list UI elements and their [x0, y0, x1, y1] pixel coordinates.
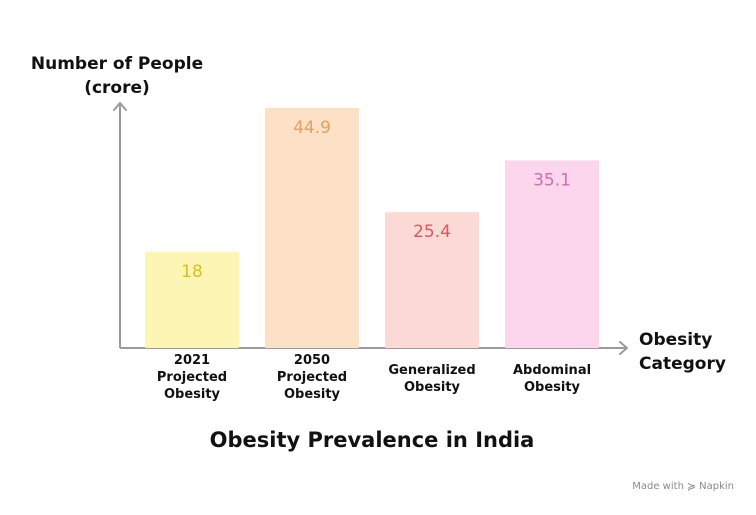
chart-title: Obesity Prevalence in India	[210, 428, 535, 452]
data-label: 25.4	[413, 222, 451, 242]
data-label: 44.9	[293, 118, 331, 138]
bar	[265, 108, 359, 348]
y-axis-arrow	[113, 102, 127, 111]
x-tick-label: Abdominal Obesity	[513, 363, 591, 395]
bar	[145, 251, 239, 348]
bars	[145, 108, 599, 348]
x-tick-label: Generalized Obesity	[388, 363, 475, 395]
napkin-icon: ≽	[686, 480, 697, 493]
bar	[385, 212, 479, 348]
napkin-brand: Napkin	[699, 481, 734, 492]
x-tick-label: 2021 Projected Obesity	[157, 353, 227, 402]
y-axis-label: Number of People (crore)	[31, 54, 203, 98]
value-labels: 18 44.9 25.4 35.1	[181, 118, 571, 282]
x-axis-label: Obesity Category	[639, 330, 726, 374]
bar	[505, 160, 599, 348]
made-with-text: Made with	[632, 481, 684, 492]
x-tick-labels: 2021 Projected Obesity 2050 Projected Obesity…	[157, 353, 591, 402]
data-label: 18	[181, 262, 203, 282]
made-with-napkin: Made with ≽ Napkin	[632, 480, 734, 493]
data-label: 35.1	[533, 170, 571, 190]
x-axis-arrow	[619, 341, 628, 355]
x-tick-label: 2050 Projected Obesity	[277, 353, 347, 402]
